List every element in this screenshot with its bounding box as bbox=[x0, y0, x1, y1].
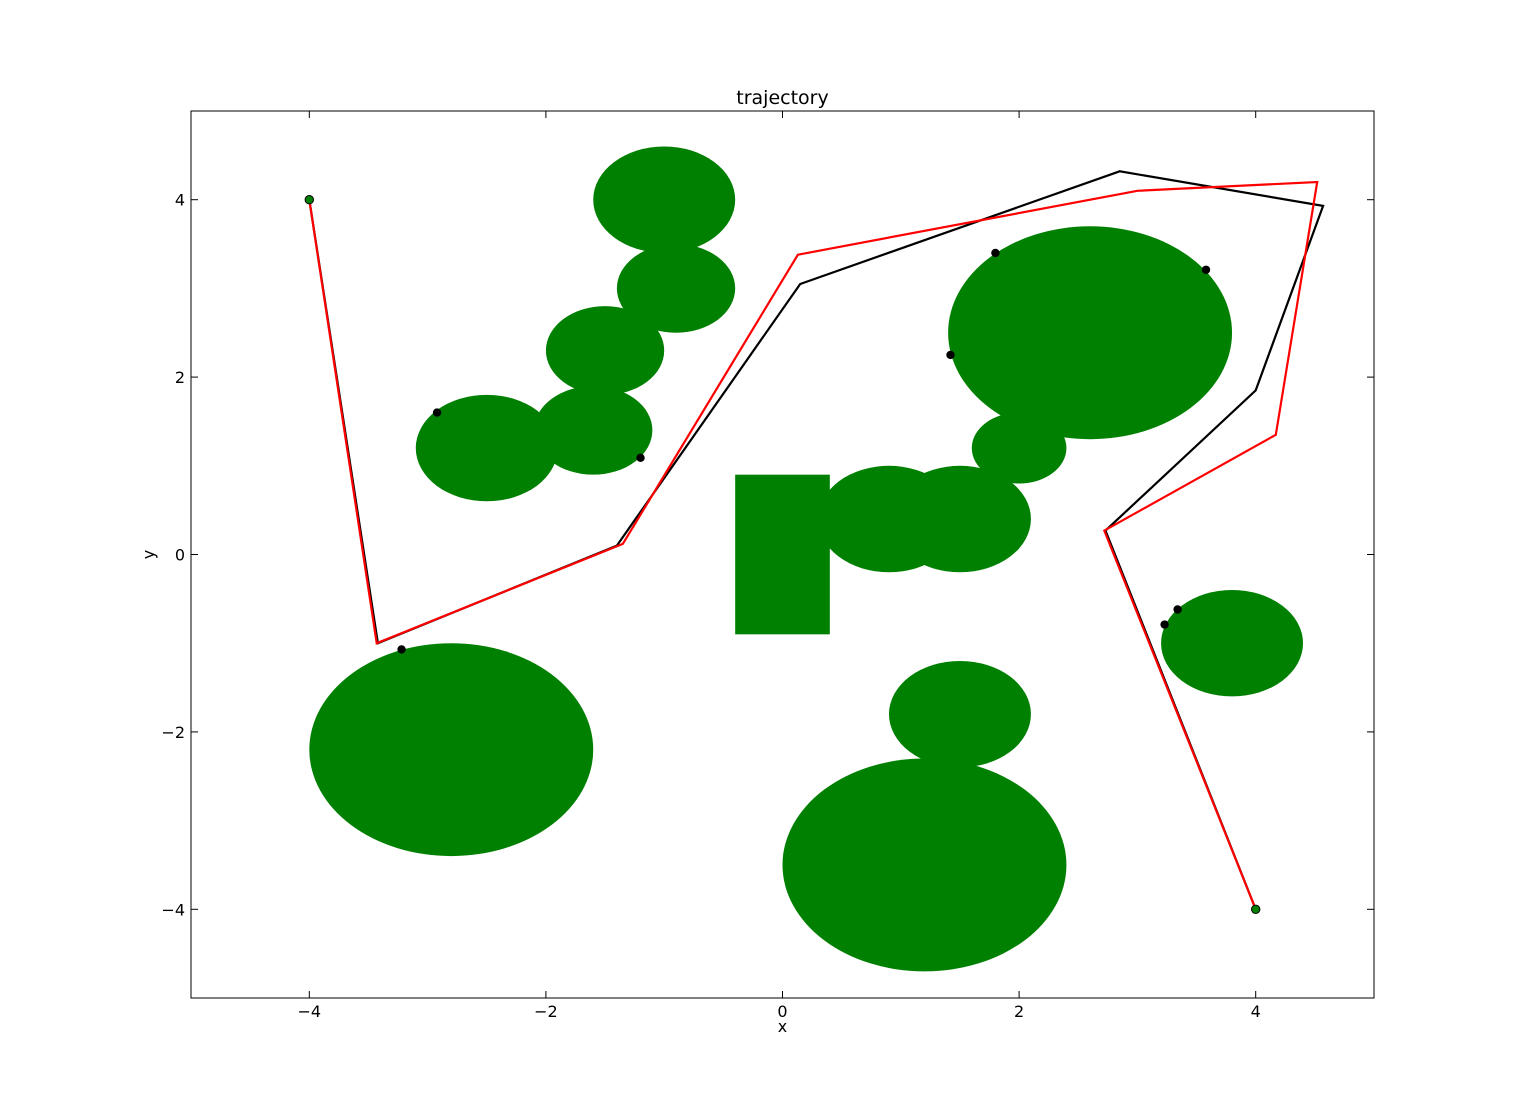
trajectory-line-2 bbox=[308, 180, 1319, 910]
obstacle-circle bbox=[948, 226, 1233, 440]
obstacle-circle bbox=[309, 643, 594, 857]
x-tick-label: −2 bbox=[534, 1002, 558, 1021]
obstacle-circle bbox=[616, 244, 736, 333]
chart-title: trajectory bbox=[736, 87, 828, 109]
obstacle-circle bbox=[888, 465, 1031, 573]
obstacles-layer bbox=[309, 146, 1304, 972]
obstacle-circle bbox=[545, 306, 665, 395]
sample-point bbox=[1173, 605, 1182, 614]
sample-point bbox=[397, 645, 406, 654]
x-tick-label: 0 bbox=[777, 1002, 787, 1021]
obstacle-circle bbox=[888, 660, 1031, 768]
obstacle-circle bbox=[415, 394, 558, 502]
series-layer bbox=[308, 170, 1325, 910]
y-tick-label: −2 bbox=[161, 723, 185, 742]
y-tick-label: 0 bbox=[175, 546, 185, 565]
x-tick-label: −4 bbox=[298, 1002, 322, 1021]
tick-labels-layer: −4 −2 0 2 4 −4 −2 0 2 4 bbox=[161, 191, 1260, 1021]
y-axis-label: y bbox=[139, 550, 158, 559]
points-layer bbox=[304, 195, 1261, 914]
y-tick-label: 2 bbox=[175, 368, 185, 387]
obstacle-circle bbox=[534, 385, 653, 475]
y-tick-label: 4 bbox=[175, 191, 185, 210]
obstacle-rectangle bbox=[735, 474, 830, 635]
sample-point bbox=[432, 408, 442, 417]
x-tick-label: 2 bbox=[1014, 1002, 1024, 1021]
sample-point bbox=[1160, 620, 1169, 629]
x-tick-label: 4 bbox=[1251, 1002, 1261, 1021]
obstacle-circle bbox=[1161, 589, 1304, 697]
ticks-layer bbox=[191, 111, 1374, 998]
sample-point bbox=[636, 453, 645, 463]
obstacle-circle bbox=[782, 758, 1067, 972]
sample-point bbox=[1201, 265, 1211, 274]
obstacle-circle bbox=[593, 146, 736, 253]
sample-point bbox=[946, 350, 955, 360]
obstacle-circle bbox=[971, 412, 1067, 484]
sample-point bbox=[991, 248, 1000, 258]
start-point bbox=[304, 195, 314, 205]
x-axis-label: x bbox=[778, 1017, 787, 1036]
goal-point bbox=[1251, 904, 1261, 914]
y-tick-label: −4 bbox=[161, 900, 185, 919]
